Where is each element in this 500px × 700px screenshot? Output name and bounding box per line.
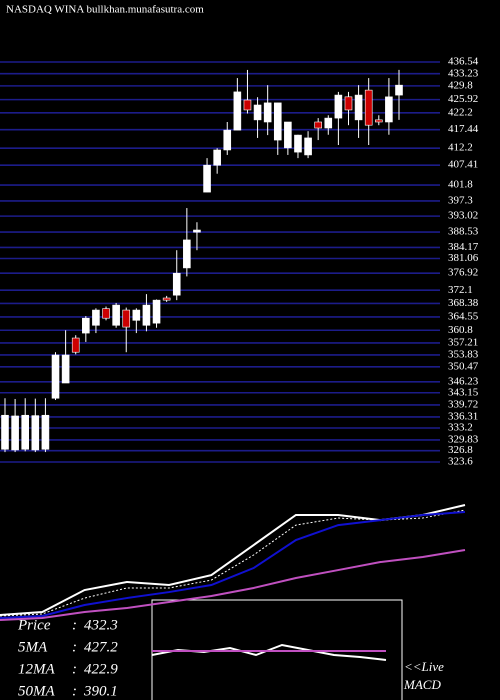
legend-name: 50MA (18, 683, 55, 699)
candle-body (284, 121, 292, 149)
candle-body (82, 317, 90, 334)
y-tick-label: 376.92 (448, 267, 478, 279)
candle-body (344, 96, 353, 111)
y-tick-label: 323.6 (448, 456, 473, 468)
y-tick-label: 353.83 (448, 348, 479, 360)
y-tick-label: 436.54 (448, 56, 479, 68)
series-line (151, 643, 387, 661)
candle-body (71, 337, 80, 353)
y-tick-label: 333.2 (448, 422, 473, 434)
candle-body (183, 239, 191, 269)
candle-body (193, 229, 201, 233)
candle-body (172, 272, 181, 296)
candle-body (253, 104, 262, 121)
legend-separator: : (72, 639, 77, 655)
legend-separator: : (72, 683, 77, 699)
candle-body (233, 91, 242, 131)
y-tick-label: 343.15 (448, 386, 479, 398)
y-tick-label: 384.17 (448, 241, 479, 253)
candle-body (142, 304, 151, 326)
legend-value: 427.2 (84, 639, 118, 655)
legend-value: 390.1 (83, 683, 118, 699)
candle-body (213, 149, 221, 166)
y-tick-label: 339.72 (448, 398, 478, 410)
candle-body (294, 134, 302, 153)
y-tick-label: 425.92 (448, 93, 478, 105)
legend-name: 12MA (18, 661, 55, 677)
annotation: MACD (403, 677, 441, 692)
candle-body (385, 96, 393, 123)
candle-body (263, 102, 272, 123)
y-tick-label: 407.41 (448, 159, 478, 171)
legend-value: 432.3 (84, 617, 118, 633)
candle-body (334, 94, 343, 119)
candle-body (152, 299, 161, 324)
candle-body (314, 121, 322, 129)
series-line (0, 549, 466, 622)
legend-name: Price (17, 617, 51, 633)
candle-body (11, 415, 19, 451)
candle-body (324, 117, 333, 129)
candle-body (102, 308, 110, 319)
y-tick-label: 393.02 (448, 210, 478, 222)
y-tick-label: 329.83 (448, 433, 479, 445)
y-tick-label: 397.3 (448, 195, 473, 207)
candle-body (31, 415, 40, 451)
y-tick-label: 433.23 (448, 67, 479, 79)
candle-body (395, 84, 403, 96)
candle-body (51, 354, 60, 399)
y-tick-label: 346.23 (448, 375, 479, 387)
legend-name: 5MA (18, 639, 48, 655)
y-tick-label: 372.1 (448, 284, 473, 296)
candle-body (92, 309, 100, 326)
chart-title: NASDAQ WINA bullkhan.munafasutra.com (6, 4, 204, 16)
candle-body (243, 99, 252, 111)
y-tick-label: 336.31 (448, 411, 478, 423)
candle-body (273, 102, 282, 141)
y-tick-label: 429.8 (448, 79, 473, 91)
candle-body (1, 414, 9, 450)
series-line (0, 511, 466, 620)
legend-separator: : (72, 661, 77, 677)
candle-body (354, 94, 363, 121)
y-tick-label: 350.47 (448, 360, 479, 372)
y-tick-label: 412.2 (448, 142, 473, 154)
y-tick-label: 364.55 (448, 310, 479, 322)
y-tick-label: 422.2 (448, 106, 473, 118)
candle-body (21, 414, 30, 450)
y-tick-label: 360.8 (448, 324, 473, 336)
candle-body (223, 129, 232, 151)
y-tick-label: 368.38 (448, 297, 479, 309)
candle-body (61, 354, 70, 384)
y-tick-label: 388.53 (448, 226, 479, 238)
y-tick-label: 326.8 (448, 444, 473, 456)
y-tick-label: 417.44 (448, 123, 479, 135)
candle-body (304, 137, 312, 156)
annotation: <<Live (404, 659, 444, 674)
candle-body (132, 309, 141, 321)
candle-body (364, 89, 373, 126)
candle-body (112, 304, 120, 326)
candle-body (374, 119, 383, 123)
legend-separator: : (72, 617, 77, 633)
y-tick-label: 357.21 (448, 336, 478, 348)
legend-value: 422.9 (84, 661, 118, 677)
y-tick-label: 401.8 (448, 179, 473, 191)
candle-body (122, 309, 131, 328)
candle-body (41, 414, 50, 450)
candle-body (203, 164, 211, 193)
candle-body (162, 297, 171, 301)
y-tick-label: 381.06 (448, 252, 479, 264)
